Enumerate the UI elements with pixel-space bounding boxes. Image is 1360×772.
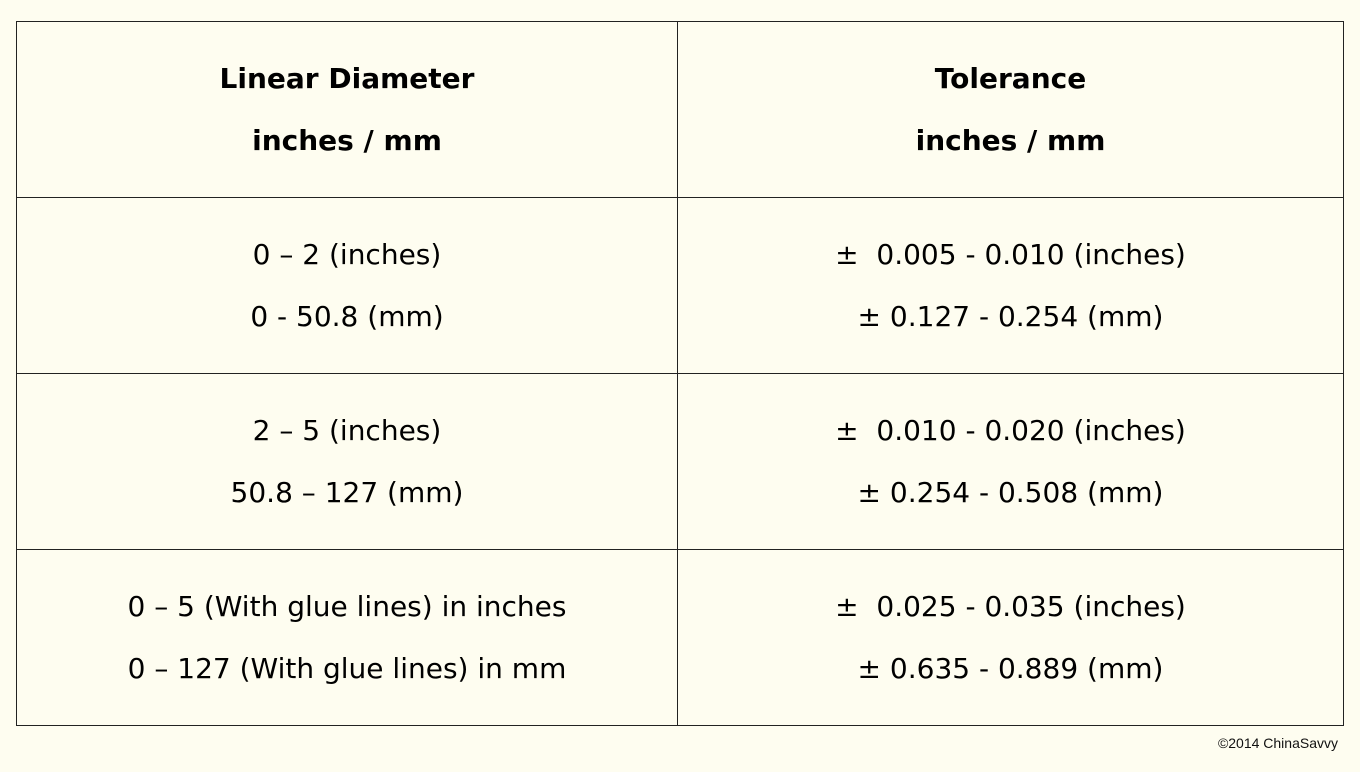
copyright-notice: ©2014 ChinaSavvy [1217,735,1338,751]
header-tolerance: Tolerance inches / mm [678,22,1343,198]
tolerance-mm: ± 0.635 - 0.889 (mm) [857,651,1164,685]
diameter-mm: 50.8 – 127 (mm) [230,475,464,509]
tolerance-mm: ± 0.127 - 0.254 (mm) [857,299,1164,333]
row-1-tolerance-cell: ± 0.005 - 0.010 (inches) ± 0.127 - 0.254… [678,198,1343,374]
tolerance-inches: ± 0.010 - 0.020 (inches) [835,413,1186,447]
header-linear-diameter: Linear Diameter inches / mm [17,22,678,198]
diameter-inches: 0 – 2 (inches) [252,237,442,271]
tolerance-table: Linear Diameter inches / mm Tolerance in… [16,21,1344,726]
header-units: inches / mm [252,123,442,157]
row-2-diameter-cell: 2 – 5 (inches) 50.8 – 127 (mm) [17,374,678,550]
row-3-tolerance-cell: ± 0.025 - 0.035 (inches) ± 0.635 - 0.889… [678,550,1343,725]
diameter-inches: 2 – 5 (inches) [252,413,442,447]
row-1-diameter-cell: 0 – 2 (inches) 0 - 50.8 (mm) [17,198,678,374]
row-2-tolerance-cell: ± 0.010 - 0.020 (inches) ± 0.254 - 0.508… [678,374,1343,550]
diameter-mm: 0 - 50.8 (mm) [250,299,444,333]
header-units: inches / mm [915,123,1106,157]
tolerance-inches: ± 0.005 - 0.010 (inches) [835,237,1186,271]
header-title: Linear Diameter [219,61,475,95]
row-3-diameter-cell: 0 – 5 (With glue lines) in inches 0 – 12… [17,550,678,725]
tolerance-inches: ± 0.025 - 0.035 (inches) [835,589,1186,623]
header-title: Tolerance [934,61,1087,95]
tolerance-mm: ± 0.254 - 0.508 (mm) [857,475,1164,509]
diameter-mm: 0 – 127 (With glue lines) in mm [127,651,567,685]
diameter-inches: 0 – 5 (With glue lines) in inches [127,589,567,623]
